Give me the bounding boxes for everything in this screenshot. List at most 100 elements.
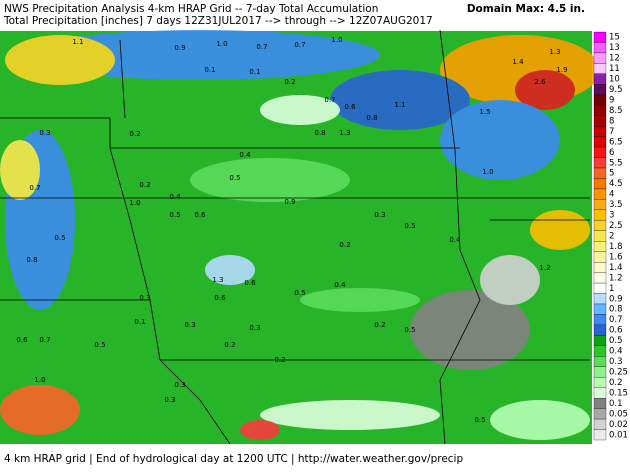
- map-value-label: 0.4: [334, 281, 346, 289]
- colorbar-swatch: [593, 94, 607, 106]
- map-value-label: 1.0: [331, 36, 342, 44]
- map-value-label: 0.5: [404, 326, 415, 334]
- map-value-label: 0.4: [449, 236, 461, 244]
- colorbar-swatch: [593, 42, 607, 54]
- domain-max: Domain Max: 4.5 in.: [467, 3, 585, 15]
- colorbar-label: 0.4: [609, 347, 623, 357]
- map-labels: 1.1 0.9 1.0 0.7 0.7 1.0 1.3 1.4 1.9 2.6 0.1 0.1 0.2 0…: [16, 36, 567, 424]
- colorbar-label: 5.5: [609, 158, 623, 168]
- map-value-label: 0.3: [174, 381, 185, 389]
- colorbar-swatch: [593, 230, 607, 242]
- colorbar-label: 0.5: [609, 336, 623, 346]
- colorbar-swatch: [593, 199, 607, 210]
- colorbar-swatch: [593, 418, 607, 430]
- map-value-label: 0.3: [164, 396, 175, 404]
- colorbar-label: 4.5: [609, 179, 623, 189]
- map-value-label: 0.8: [314, 129, 325, 137]
- colorbar-swatch: [593, 126, 607, 137]
- subtitle: Total Precipitation [inches] 7 days 12Z3…: [3, 15, 433, 27]
- colorbar-label: 4: [609, 190, 614, 200]
- map-value-label: 0.9: [174, 44, 185, 52]
- map-value-label: 0.1: [204, 66, 215, 74]
- colorbar-swatch: [593, 251, 607, 263]
- map-value-label: 0.7: [294, 41, 305, 49]
- colorbar-swatch: [593, 366, 607, 378]
- colorbar-swatch: [593, 282, 607, 294]
- map-value-label: 0.2: [224, 341, 235, 349]
- map-value-label: 1.2: [539, 264, 550, 272]
- colorbar-label: 10: [609, 75, 620, 85]
- map-value-label: 1.0: [129, 199, 140, 207]
- colorbar-swatch: [593, 209, 607, 221]
- colorbar-swatch: [593, 272, 607, 284]
- map-value-label: 0.5: [474, 416, 485, 424]
- map-value-label: 0.6: [214, 294, 226, 302]
- colorbar-label: 1: [609, 284, 614, 294]
- colorbar-swatch: [593, 408, 607, 420]
- colorbar-label: 1.6: [609, 252, 623, 262]
- colorbar-swatch: [593, 293, 607, 305]
- map-value-label: 0.2: [339, 241, 350, 249]
- map-value-label: 0.2: [284, 78, 295, 86]
- map-value-label: 0.7: [29, 184, 40, 192]
- colorbar-swatch: [593, 52, 607, 64]
- map-value-label: 1.0: [34, 376, 45, 384]
- map-value-label: 1.4: [512, 58, 524, 66]
- map-value-label: 0.3: [184, 321, 195, 329]
- colorbar-label: 8: [609, 116, 614, 126]
- map-value-label: 1.0: [482, 168, 493, 176]
- colorbar-label: 0.9: [609, 294, 623, 304]
- colorbar-swatch: [593, 377, 607, 388]
- map-value-label: 0.1: [249, 68, 260, 76]
- colorbar-label: 1.2: [609, 273, 623, 283]
- map-value-label: 0.8: [26, 256, 37, 264]
- map-value-label: 0.3: [374, 211, 385, 219]
- map-value-label: 0.3: [139, 294, 150, 302]
- map-value-label: 0.1: [134, 318, 145, 326]
- colorbar-swatch: [593, 335, 607, 346]
- map-value-label: 1.5: [479, 108, 490, 116]
- colorbar-label: 0.01: [609, 430, 628, 440]
- map-value-label: 0.6: [16, 336, 28, 344]
- colorbar-swatch: [593, 136, 607, 148]
- colorbar-swatch: [593, 146, 607, 158]
- colorbar-swatch: [593, 387, 607, 399]
- map-value-label: 0.5: [94, 341, 105, 349]
- map-value-label: 0.3: [39, 129, 50, 137]
- map-value-label: 1.9: [556, 66, 567, 74]
- map-value-label: 1.1: [394, 101, 405, 109]
- colorbar-label: 0.15: [609, 388, 628, 398]
- map-value-label: 1.0: [216, 40, 227, 48]
- colorbar-swatch: [593, 31, 607, 43]
- colorbar-label: 0.6: [609, 326, 623, 336]
- map-value-label: 1.3: [212, 276, 223, 284]
- colorbar-swatch: [593, 429, 607, 441]
- colorbar-swatch: [593, 105, 607, 116]
- colorbar-label: 0.25: [609, 368, 628, 378]
- map-value-label: 0.4: [239, 151, 251, 159]
- colorbar-label: 0.02: [609, 420, 628, 430]
- colorbar-label: 11: [609, 64, 620, 74]
- colorbar-swatch: [593, 178, 607, 190]
- title: NWS Precipitation Analysis 4-km HRAP Gri…: [4, 3, 378, 15]
- colorbar-label: 5: [609, 169, 614, 179]
- colorbar-swatch: [593, 220, 607, 231]
- map-value-label: 1.3: [549, 48, 560, 56]
- colorbar-swatch: [593, 188, 607, 200]
- colorbar-label: 0.2: [609, 378, 623, 388]
- map-value-label: 0.7: [39, 336, 50, 344]
- map-value-label: 0.6: [194, 211, 206, 219]
- map-value-label: 0.5: [404, 222, 415, 230]
- map-value-label: 0.6: [344, 103, 356, 111]
- colorbar-label: 15: [609, 33, 620, 43]
- map-value-label: 0.5: [169, 211, 180, 219]
- map: [0, 29, 600, 445]
- colorbar-swatch: [593, 303, 607, 315]
- colorbar-swatch: [593, 63, 607, 74]
- colorbar-label: 6: [609, 148, 614, 158]
- map-value-label: 2.6: [534, 78, 546, 86]
- map-value-label: 0.7: [324, 96, 335, 104]
- colorbar-label: 9: [609, 96, 614, 106]
- map-value-label: 0.3: [249, 324, 260, 332]
